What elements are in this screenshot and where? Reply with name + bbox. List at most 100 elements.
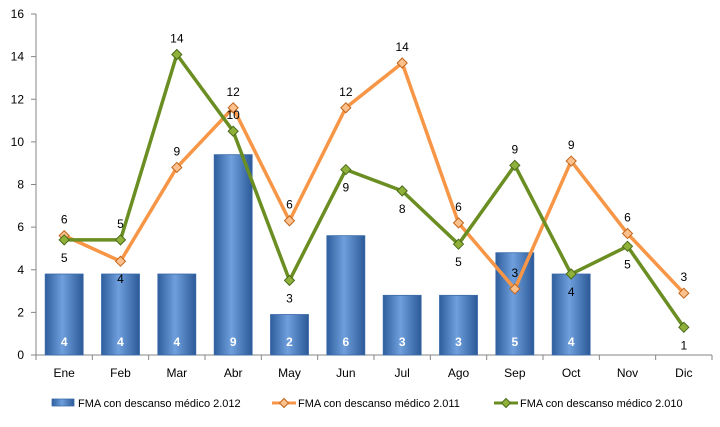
x-tick-label: Oct [562, 366, 581, 380]
bar [495, 252, 535, 356]
line-point [171, 48, 183, 61]
series-line [64, 52, 686, 329]
bar [213, 154, 253, 356]
line-point [114, 255, 127, 267]
bar-data-label: 6 [342, 335, 349, 349]
bar [326, 235, 366, 356]
line-point [283, 215, 296, 227]
line-point [58, 234, 70, 246]
legend-swatch-marker [278, 397, 290, 409]
line-data-label: 5 [117, 217, 124, 231]
line-point [565, 268, 577, 280]
line-data-label: 12 [339, 85, 353, 99]
line-data-label: 14 [170, 31, 184, 45]
x-tick-label: Dic [675, 366, 692, 380]
bar [101, 273, 140, 356]
line-data-label: 12 [226, 85, 240, 99]
legend-swatch-marker [500, 397, 512, 409]
bar [439, 294, 478, 356]
line-point [171, 161, 183, 174]
bar-data-label: 2 [286, 335, 293, 349]
bar [270, 314, 309, 356]
line-point [509, 159, 521, 172]
bar-data-label: 4 [568, 335, 575, 349]
legend: FMA con descanso médico 2.012 FMA con des… [51, 397, 683, 410]
y-tick-label: 12 [11, 92, 25, 106]
legend-swatch-bar [51, 398, 75, 407]
y-tick-label: 8 [17, 178, 24, 192]
line-data-label: 5 [61, 251, 68, 265]
line-data-label: 6 [61, 213, 68, 227]
line-point [678, 287, 690, 299]
line-data-label: 5 [455, 255, 462, 269]
line-data-label: 14 [395, 40, 409, 54]
line-point [227, 125, 239, 137]
bar-data-label: 4 [117, 335, 124, 349]
line-point [396, 185, 408, 197]
bar-data-label: 3 [455, 335, 462, 349]
line-point [678, 321, 690, 334]
x-tick-label: Jun [336, 366, 355, 380]
line-data-label: 6 [624, 211, 631, 225]
line-data-label: 3 [680, 270, 687, 284]
line-point [621, 227, 634, 240]
y-tick-label: 0 [17, 348, 24, 362]
x-tick-label: Abr [224, 366, 243, 380]
line-data-label: 8 [399, 202, 406, 216]
x-tick-label: Ene [53, 366, 75, 380]
y-tick-label: 2 [17, 305, 24, 319]
x-tick-label: Nov [617, 366, 638, 380]
line-data-label: 9 [342, 181, 349, 195]
line-data-label: 3 [511, 266, 518, 280]
line-data-label: 9 [568, 138, 575, 152]
line-data-label: 4 [117, 272, 124, 286]
line-point [283, 274, 296, 287]
line-data-label: 9 [511, 142, 518, 156]
line-data-label: 9 [173, 144, 180, 158]
line-series [58, 48, 690, 334]
line-point [452, 238, 465, 250]
line-point [114, 234, 127, 246]
x-tick-label: Feb [110, 366, 131, 380]
line-point [340, 102, 352, 114]
line-data-label: 6 [455, 200, 462, 214]
x-tick-label: Sep [504, 366, 526, 380]
legend-label: FMA con descanso médico 2.011 [298, 398, 460, 410]
line-point [227, 102, 239, 114]
line-data-label: 5 [624, 257, 631, 271]
bar-data-label: 4 [173, 335, 180, 349]
y-tick-label: 4 [17, 263, 24, 277]
line-data-label: 6 [286, 198, 293, 212]
bar [44, 273, 84, 356]
legend-label: FMA con descanso médico 2.010 [520, 398, 683, 410]
line-data-label: 1 [680, 338, 687, 352]
line-point [621, 240, 634, 253]
line-point [565, 155, 577, 167]
legend-label: FMA con descanso médico 2.012 [78, 398, 241, 410]
x-tick-label: Jul [394, 366, 409, 380]
bar-data-label: 3 [399, 335, 406, 349]
bar [157, 273, 197, 356]
y-tick-label: 6 [17, 220, 24, 234]
line-point [396, 57, 408, 69]
data-labels: 4 4 4 9 2 6 3 3 5 4 6 4 9 12 6 12 14 6 3 9 6 3 5 5 14 10 3 9 8 5 9 4 5 1 [61, 31, 688, 352]
bar-data-label: 5 [511, 335, 518, 349]
x-tick-label: May [278, 366, 301, 380]
line-point [452, 217, 465, 229]
line-data-label: 4 [568, 285, 575, 299]
bar-data-label: 4 [61, 335, 68, 349]
x-tick-label: Mar [166, 366, 187, 380]
y-tick-label: 10 [11, 135, 25, 149]
line-data-label: 3 [286, 291, 293, 305]
line-data-label: 10 [226, 108, 240, 122]
x-tick-label: Ago [448, 366, 470, 380]
bar [551, 273, 591, 356]
bar-data-label: 9 [230, 335, 237, 349]
y-tick-label: 14 [11, 50, 25, 64]
bar-series [44, 154, 591, 356]
line-point [340, 163, 352, 176]
series-line [63, 61, 686, 295]
